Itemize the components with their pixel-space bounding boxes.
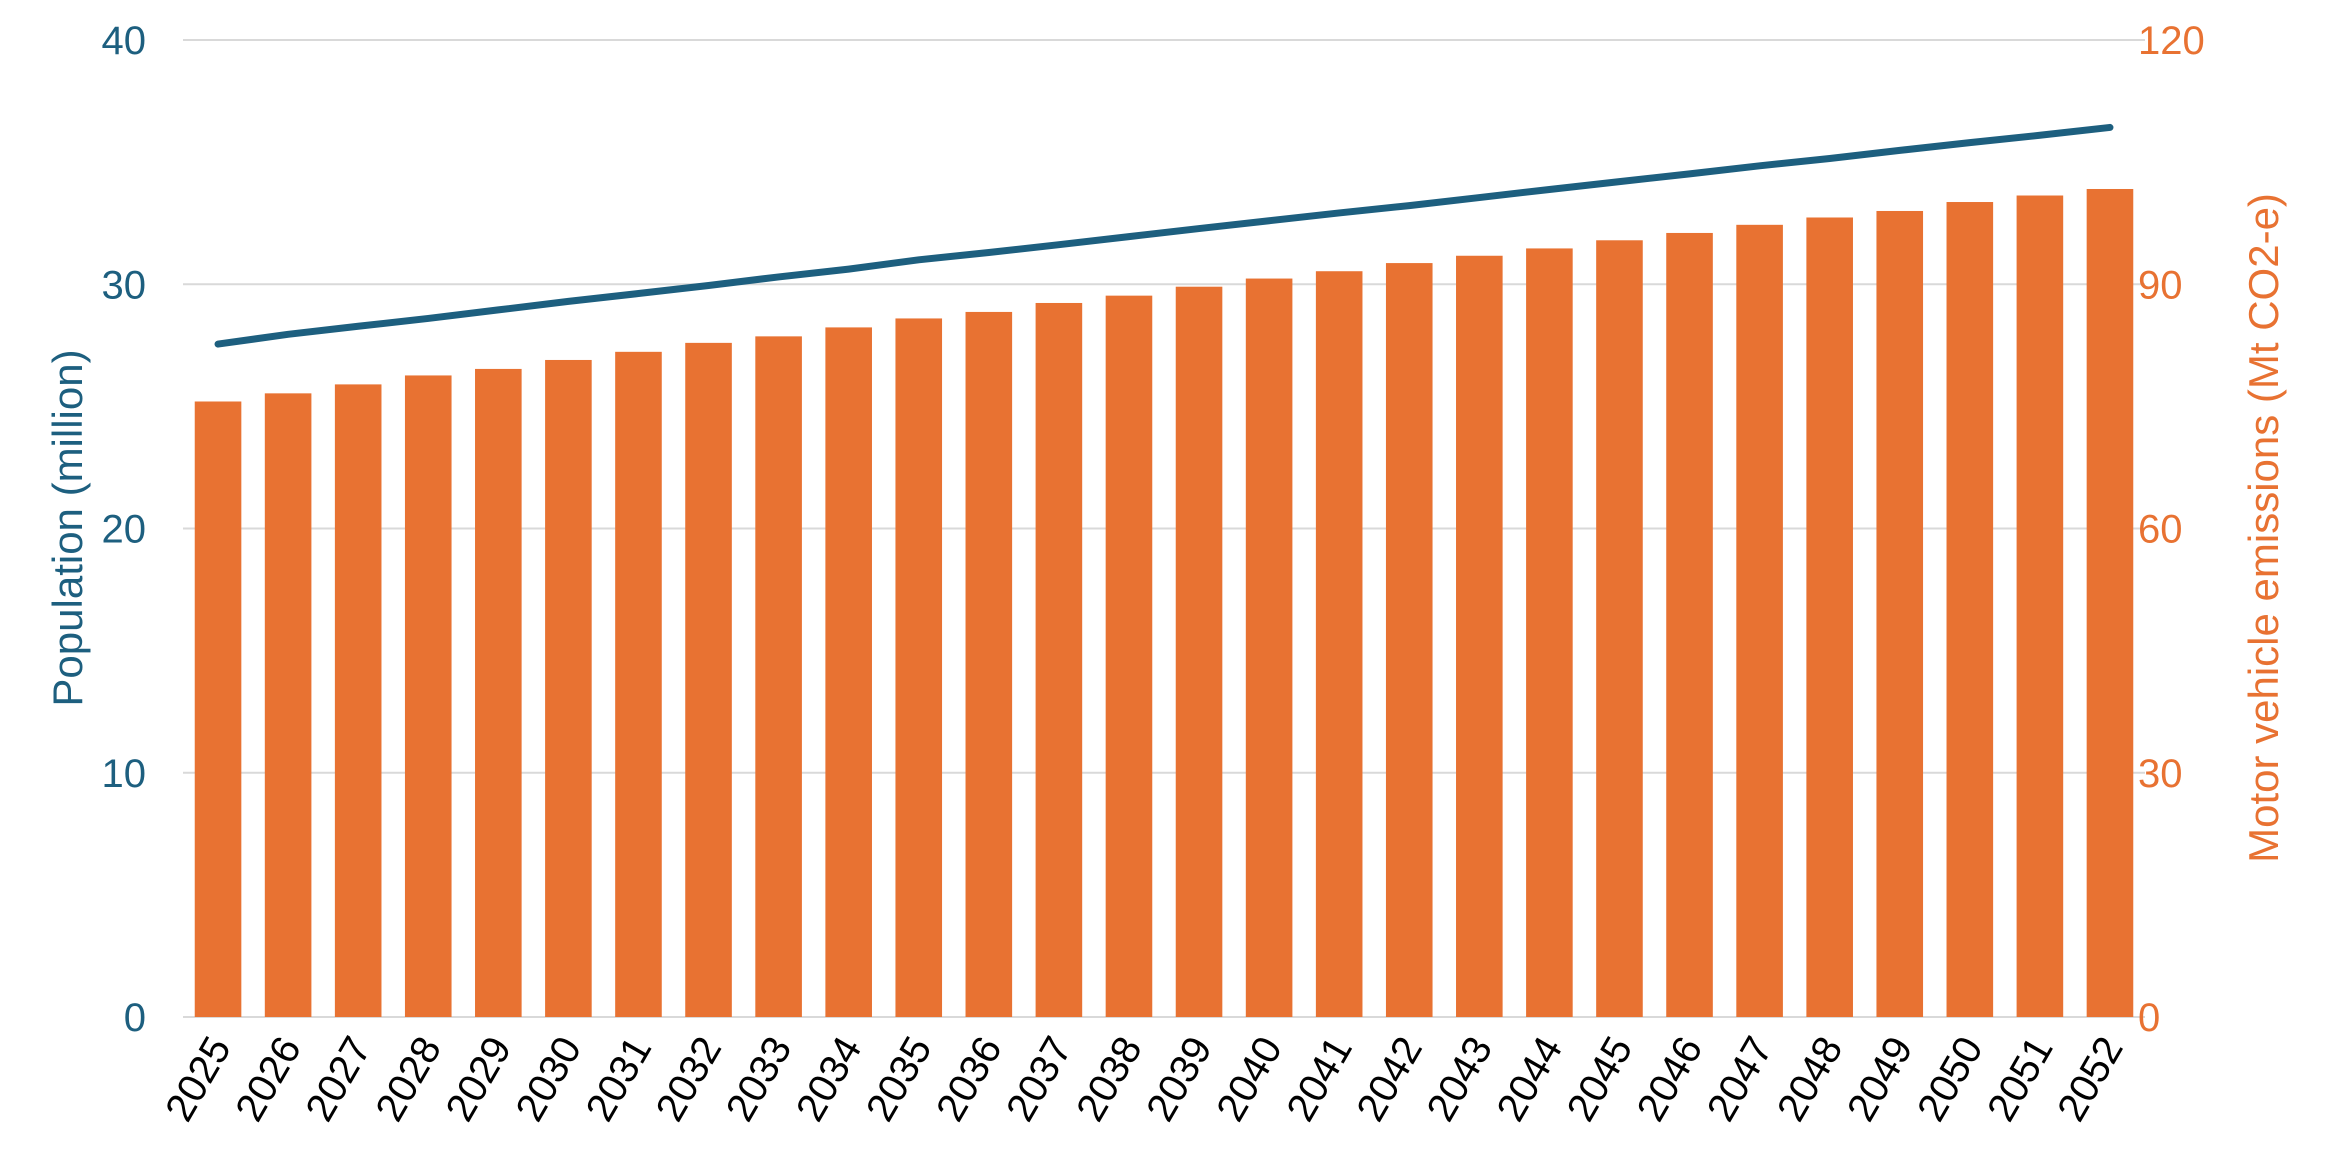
right-tick-label: 60	[2138, 508, 2183, 552]
left-axis-ticks: 0 10 20 30 40	[102, 19, 147, 1040]
emissions-bar	[1456, 255, 1503, 1018]
emissions-bar	[2016, 195, 2064, 1017]
x-tick-label: 2026	[227, 1030, 310, 1129]
x-tick-label: 2051	[1979, 1030, 2062, 1129]
emissions-bar	[1876, 210, 1924, 1018]
x-tick-label: 2031	[578, 1030, 661, 1129]
emissions-bar	[2086, 188, 2134, 1017]
emissions-bar	[825, 327, 872, 1017]
emissions-bar	[334, 384, 382, 1018]
x-tick-label: 2046	[1629, 1030, 1712, 1129]
left-tick-label: 0	[124, 996, 146, 1040]
emissions-bar	[1385, 263, 1433, 1017]
emissions-bar	[1175, 286, 1223, 1017]
x-tick-label: 2036	[928, 1030, 1011, 1129]
x-tick-label: 2045	[1559, 1030, 1642, 1129]
right-axis-ticks: 0 30 60 90 120	[2138, 19, 2205, 1040]
x-axis-ticks: 2025202620272028202920302031203220332034…	[157, 1030, 2132, 1129]
emissions-bar	[404, 375, 452, 1018]
left-tick-label: 30	[102, 263, 147, 307]
x-tick-label: 2032	[648, 1030, 731, 1129]
emissions-bar	[895, 318, 943, 1017]
emissions-bar	[264, 393, 312, 1017]
x-tick-label: 2034	[788, 1030, 871, 1129]
left-tick-label: 20	[102, 508, 147, 552]
x-tick-label: 2040	[1208, 1030, 1291, 1129]
x-tick-label: 2043	[1419, 1030, 1502, 1129]
emissions-bar	[1806, 217, 1853, 1017]
left-tick-label: 40	[102, 19, 147, 63]
x-tick-label: 2041	[1278, 1030, 1361, 1129]
emissions-bar	[615, 351, 662, 1018]
right-tick-label: 120	[2138, 19, 2205, 63]
emissions-bar	[194, 401, 242, 1017]
x-tick-label: 2035	[858, 1030, 941, 1129]
right-tick-label: 90	[2138, 263, 2183, 307]
emissions-bar	[965, 311, 1013, 1018]
x-tick-label: 2038	[1068, 1030, 1151, 1129]
emissions-bar	[1736, 224, 1783, 1018]
x-tick-label: 2030	[508, 1030, 591, 1129]
x-tick-label: 2044	[1489, 1030, 1572, 1129]
x-tick-label: 2028	[367, 1030, 450, 1129]
x-tick-label: 2033	[718, 1030, 801, 1129]
x-tick-label: 2047	[1699, 1030, 1782, 1129]
emissions-bar	[1596, 240, 1643, 1017]
x-tick-label: 2042	[1348, 1030, 1431, 1129]
emissions-bar	[1666, 232, 1713, 1017]
population-line-layer	[214, 123, 2114, 348]
emissions-bar	[1946, 202, 1994, 1017]
emissions-bar	[755, 336, 802, 1017]
emissions-bar	[1315, 271, 1363, 1017]
emissions-bar	[1105, 295, 1153, 1018]
right-axis-title: Motor vehicle emissions (Mt CO2-e)	[2240, 193, 2287, 863]
x-tick-label: 2029	[438, 1030, 521, 1129]
x-tick-label: 2052	[2049, 1030, 2132, 1129]
x-tick-label: 2048	[1769, 1030, 1852, 1129]
left-axis-title: Population (million)	[44, 349, 91, 706]
x-tick-label: 2050	[1909, 1030, 1992, 1129]
x-tick-label: 2039	[1138, 1030, 1221, 1129]
x-tick-label: 2049	[1839, 1030, 1922, 1129]
x-tick-label: 2037	[998, 1030, 1081, 1129]
emissions-bar	[1526, 248, 1573, 1018]
x-tick-label: 2025	[157, 1030, 240, 1129]
emissions-bar	[685, 342, 732, 1017]
x-tick-label: 2027	[297, 1030, 380, 1129]
emissions-bars	[194, 188, 2134, 1018]
right-tick-label: 30	[2138, 752, 2183, 796]
left-tick-label: 10	[102, 752, 147, 796]
right-tick-label: 0	[2138, 996, 2160, 1040]
emissions-bar	[1245, 278, 1293, 1017]
emissions-bar	[475, 368, 522, 1017]
population-line	[214, 123, 2114, 348]
emissions-bar	[1035, 302, 1083, 1017]
emissions-bar	[545, 359, 592, 1017]
